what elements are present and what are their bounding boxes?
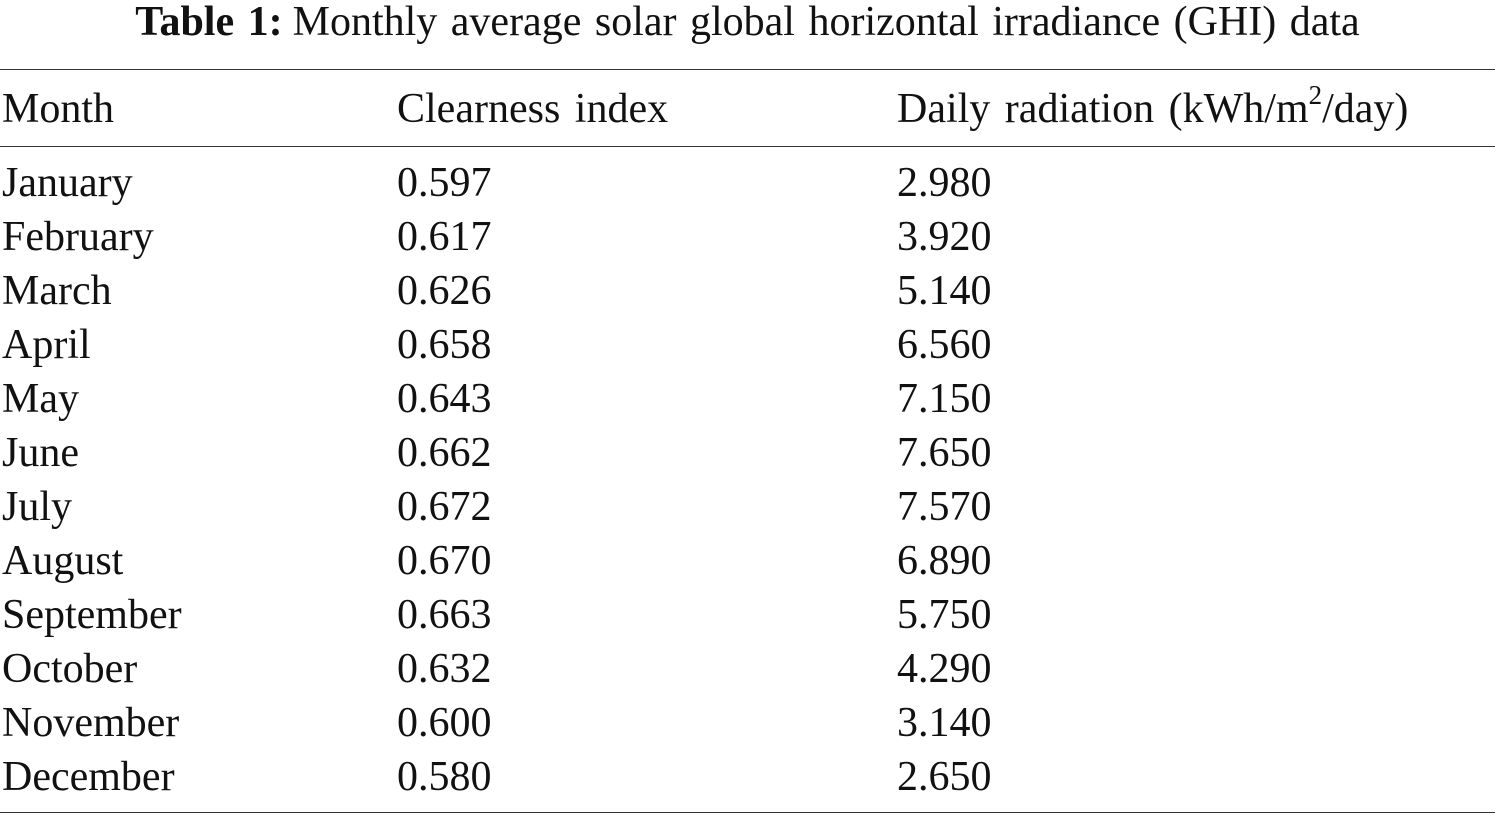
header-rule (0, 146, 1495, 147)
header-month: Month (2, 86, 115, 132)
table-row: January 0.597 2.980 (0, 156, 1495, 210)
clearness-index-cell: 0.597 (397, 160, 492, 206)
table-row: April 0.658 6.560 (0, 318, 1495, 372)
daily-radiation-cell: 5.140 (897, 268, 992, 314)
header-daily-radiation: Daily radiation (kWh/m2/day) (897, 81, 1408, 137)
table-row: November 0.600 3.140 (0, 696, 1495, 750)
table-row: September 0.663 5.750 (0, 588, 1495, 642)
table-row: May 0.643 7.150 (0, 372, 1495, 426)
caption-label: Table 1: (135, 0, 283, 45)
daily-radiation-cell: 4.290 (897, 646, 992, 692)
clearness-index-cell: 0.662 (397, 430, 492, 476)
month-cell: February (2, 214, 154, 260)
clearness-index-cell: 0.632 (397, 646, 492, 692)
month-cell: August (2, 538, 124, 584)
header-radiation-superscript: 2 (1308, 80, 1323, 110)
daily-radiation-cell: 7.650 (897, 430, 992, 476)
month-cell: April (2, 322, 91, 368)
clearness-index-cell: 0.670 (397, 538, 492, 584)
clearness-index-cell: 0.672 (397, 484, 492, 530)
clearness-index-cell: 0.580 (397, 754, 492, 800)
daily-radiation-cell: 2.650 (897, 754, 992, 800)
clearness-index-cell: 0.658 (397, 322, 492, 368)
month-cell: January (2, 160, 133, 206)
table-row: December 0.580 2.650 (0, 750, 1495, 804)
clearness-index-cell: 0.617 (397, 214, 492, 260)
table-row: June 0.662 7.650 (0, 426, 1495, 480)
month-cell: May (2, 376, 79, 422)
daily-radiation-cell: 6.890 (897, 538, 992, 584)
month-cell: November (2, 700, 180, 746)
top-rule (0, 69, 1495, 70)
table-row: August 0.670 6.890 (0, 534, 1495, 588)
month-cell: October (2, 646, 138, 692)
daily-radiation-cell: 7.570 (897, 484, 992, 530)
clearness-index-cell: 0.626 (397, 268, 492, 314)
month-cell: July (2, 484, 73, 530)
month-cell: December (2, 754, 175, 800)
bottom-rule (0, 812, 1495, 813)
daily-radiation-cell: 5.750 (897, 592, 992, 638)
month-cell: March (2, 268, 112, 314)
clearness-index-cell: 0.643 (397, 376, 492, 422)
daily-radiation-cell: 3.140 (897, 700, 992, 746)
month-cell: June (2, 430, 79, 476)
table-header-row: Month Clearness index Daily radiation (k… (0, 81, 1495, 137)
daily-radiation-cell: 2.980 (897, 160, 992, 206)
month-cell: September (2, 592, 182, 638)
daily-radiation-cell: 6.560 (897, 322, 992, 368)
caption-text: Monthly average solar global horizontal … (292, 0, 1360, 45)
header-radiation-suffix: /day) (1322, 86, 1409, 132)
daily-radiation-cell: 7.150 (897, 376, 992, 422)
table-caption: Table 1: Monthly average solar global hor… (0, 0, 1495, 52)
header-clearness-index: Clearness index (397, 86, 669, 132)
header-radiation-prefix: Daily radiation (kWh/m (897, 86, 1309, 132)
clearness-index-cell: 0.663 (397, 592, 492, 638)
daily-radiation-cell: 3.920 (897, 214, 992, 260)
table-row: March 0.626 5.140 (0, 264, 1495, 318)
table-row: February 0.617 3.920 (0, 210, 1495, 264)
table-row: July 0.672 7.570 (0, 480, 1495, 534)
table-row: October 0.632 4.290 (0, 642, 1495, 696)
clearness-index-cell: 0.600 (397, 700, 492, 746)
